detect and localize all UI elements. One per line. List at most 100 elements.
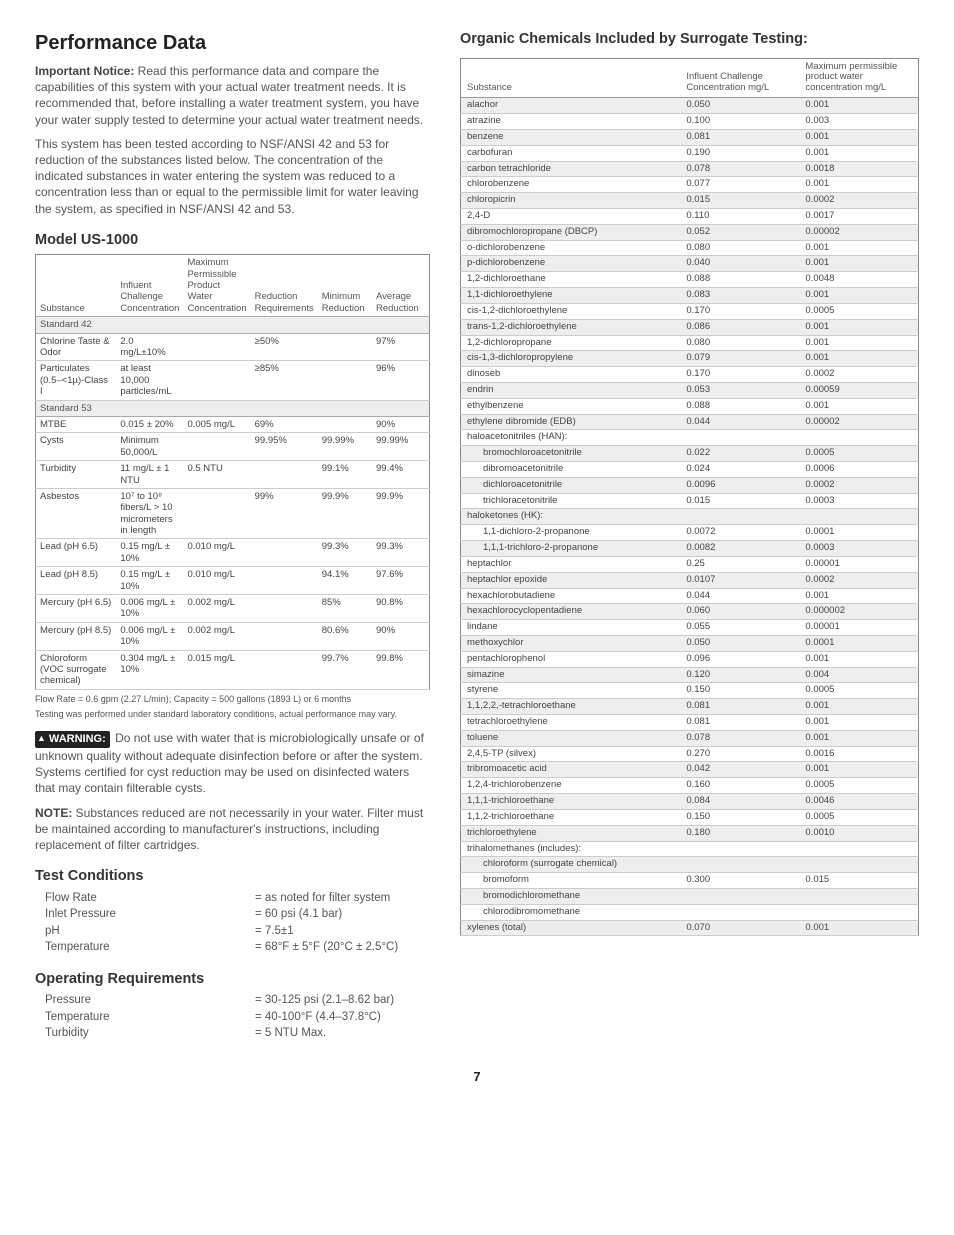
table-row: trans-1,2-dichloroethylene0.0860.001 — [461, 319, 919, 335]
page-title: Performance Data — [35, 30, 430, 57]
table-row: heptachlor epoxide0.01070.0002 — [461, 572, 919, 588]
table-row: endrin0.0530.00059 — [461, 382, 919, 398]
table-row: o-dichlorobenzene0.0800.001 — [461, 240, 919, 256]
table-row: hexachlorobutadiene0.0440.001 — [461, 588, 919, 604]
kv-key: Temperature — [45, 940, 255, 956]
table-row: cis-1,3-dichloropropylene0.0790.001 — [461, 351, 919, 367]
table-row: MTBE0.015 ± 20%0.005 mg/L69%90% — [36, 416, 430, 432]
table-row: toluene0.0780.001 — [461, 730, 919, 746]
table-row: haloacetonitriles (HAN): — [461, 430, 919, 446]
table-row: Turbidity11 mg/L ± 1 NTU0.5 NTU99.1%99.4… — [36, 461, 430, 489]
notice-label: Important Notice: — [35, 64, 134, 78]
table-row: bromodichloromethane — [461, 888, 919, 904]
foot2: Testing was performed under standard lab… — [35, 709, 430, 720]
table-row: heptachlor0.250.00001 — [461, 556, 919, 572]
table-row: styrene0.1500.0005 — [461, 683, 919, 699]
table-row: trichloroethylene0.1800.0010 — [461, 825, 919, 841]
mth-2: Maximum Permissible Product Water Concen… — [183, 255, 250, 317]
table-row: 1,1,1-trichloro-2-propanone0.00820.0003 — [461, 541, 919, 557]
table-row: tetrachloroethylene0.0810.001 — [461, 715, 919, 731]
kv-val: = 30-125 psi (2.1–8.62 bar) — [255, 993, 394, 1009]
kv-row: Flow Rate= as noted for filter system — [45, 891, 430, 907]
table-row: dichloroacetonitrile0.00960.0002 — [461, 477, 919, 493]
table-row: bromoform0.3000.015 — [461, 873, 919, 889]
table-row: carbofuran0.1900.001 — [461, 145, 919, 161]
table-row: dibromochloropropane (DBCP)0.0520.00002 — [461, 224, 919, 240]
kv-row: Inlet Pressure= 60 psi (4.1 bar) — [45, 907, 430, 923]
table-row: chloropicrin0.0150.0002 — [461, 193, 919, 209]
table-section: Standard 42 — [36, 317, 430, 333]
table-row: 1,2-dichloropropane0.0800.001 — [461, 335, 919, 351]
table-row: carbon tetrachloride0.0780.0018 — [461, 161, 919, 177]
surr-h2: Maximum permissible product water concen… — [799, 58, 918, 98]
table-row: trichloracetonitrile0.0150.0003 — [461, 493, 919, 509]
table-row: benzene0.0810.001 — [461, 129, 919, 145]
table-row: chloroform (surrogate chemical) — [461, 857, 919, 873]
kv-val: = as noted for filter system — [255, 891, 390, 907]
note-body: Substances reduced are not necessarily i… — [35, 806, 423, 852]
table-row: atrazine0.1000.003 — [461, 114, 919, 130]
model-table: Substance Influent Challenge Concentrati… — [35, 254, 430, 690]
surr-h1: Influent Challenge Concentration mg/L — [680, 58, 799, 98]
mth-3: Reduction Requirements — [251, 255, 318, 317]
table-row: bromochloroacetonitrile0.0220.0005 — [461, 446, 919, 462]
table-row: tribromoacetic acid0.0420.001 — [461, 762, 919, 778]
table-row: 1,2,4-trichlorobenzene0.1600.0005 — [461, 778, 919, 794]
table-row: Lead (pH 8.5)0.15 mg/L ± 10%0.010 mg/L94… — [36, 567, 430, 595]
table-row: simazine0.1200.004 — [461, 667, 919, 683]
para-testing: This system has been tested according to… — [35, 136, 430, 217]
kv-row: Temperature= 68°F ± 5°F (20°C ± 2.5°C) — [45, 940, 430, 956]
or-heading: Operating Requirements — [35, 970, 430, 990]
kv-val: = 68°F ± 5°F (20°C ± 2.5°C) — [255, 940, 398, 956]
table-row: dibromoacetonitrile0.0240.0006 — [461, 462, 919, 478]
table-row: Mercury (pH 8.5)0.006 mg/L ± 10%0.002 mg… — [36, 622, 430, 650]
kv-row: Temperature= 40-100°F (4.4–37.8°C) — [45, 1010, 430, 1026]
table-row: CystsMinimum 50,000/L99.95%99.99%99.99% — [36, 433, 430, 461]
kv-key: pH — [45, 924, 255, 940]
table-row: Chlorine Taste & Odor2.0 mg/L±10%≥50%97% — [36, 333, 430, 361]
table-row: p-dichlorobenzene0.0400.001 — [461, 256, 919, 272]
kv-key: Flow Rate — [45, 891, 255, 907]
surrogate-table: Substance Influent Challenge Concentrati… — [460, 58, 919, 937]
foot1: Flow Rate = 0.6 gpm (2.27 L/min); Capaci… — [35, 694, 430, 705]
kv-key: Temperature — [45, 1010, 255, 1026]
table-row: xylenes (total)0.0700.001 — [461, 920, 919, 936]
table-row: 1,1,2,2,-tetrachloroethane0.0810.001 — [461, 699, 919, 715]
table-row: ethylene dibromide (EDB)0.0440.00002 — [461, 414, 919, 430]
table-row: 1,1,1-trichloroethane0.0840.0046 — [461, 794, 919, 810]
table-row: hexachlorocyclopentadiene0.0600.000002 — [461, 604, 919, 620]
table-row: 1,1,2-trichloroethane0.1500.0005 — [461, 809, 919, 825]
kv-val: = 40-100°F (4.4–37.8°C) — [255, 1010, 381, 1026]
kv-val: = 5 NTU Max. — [255, 1026, 326, 1042]
table-row: Asbestos10⁷ to 10⁸ fibers/L > 10 microme… — [36, 488, 430, 539]
table-row: 2,4,5-TP (silvex)0.2700.0016 — [461, 746, 919, 762]
table-row: chlorodibromomethane — [461, 904, 919, 920]
model-heading: Model US-1000 — [35, 231, 430, 251]
table-section: Standard 53 — [36, 400, 430, 416]
kv-key: Pressure — [45, 993, 255, 1009]
kv-val: = 60 psi (4.1 bar) — [255, 907, 342, 923]
surr-title: Organic Chemicals Included by Surrogate … — [460, 30, 919, 50]
table-row: Chloroform (VOC surrogate chemical)0.304… — [36, 650, 430, 689]
kv-key: Turbidity — [45, 1026, 255, 1042]
mth-4: Minimum Reduction — [318, 255, 372, 317]
page-number: 7 — [35, 1068, 919, 1086]
surr-h0: Substance — [461, 58, 681, 98]
kv-row: pH= 7.5±1 — [45, 924, 430, 940]
table-row: dinoseb0.1700.0002 — [461, 367, 919, 383]
table-row: chlorobenzene0.0770.001 — [461, 177, 919, 193]
warning-badge: WARNING: — [35, 731, 110, 748]
table-row: Mercury (pH 6.5)0.006 mg/L ± 10%0.002 mg… — [36, 595, 430, 623]
kv-key: Inlet Pressure — [45, 907, 255, 923]
table-row: 1,1-dichloro-2-propanone0.00720.0001 — [461, 525, 919, 541]
table-row: pentachlorophenol0.0960.001 — [461, 651, 919, 667]
table-row: Particulates (0.5–<1µ)-Class Iat least 1… — [36, 361, 430, 400]
table-row: ethylbenzene0.0880.001 — [461, 398, 919, 414]
table-row: Lead (pH 6.5)0.15 mg/L ± 10%0.010 mg/L99… — [36, 539, 430, 567]
kv-row: Turbidity= 5 NTU Max. — [45, 1026, 430, 1042]
table-row: trihalomethanes (includes): — [461, 841, 919, 857]
warning: WARNING: Do not use with water that is m… — [35, 730, 430, 796]
table-row: cis-1,2-dichloroethylene0.1700.0005 — [461, 303, 919, 319]
notice: Important Notice: Read this performance … — [35, 63, 430, 128]
table-row: alachor0.0500.001 — [461, 98, 919, 114]
